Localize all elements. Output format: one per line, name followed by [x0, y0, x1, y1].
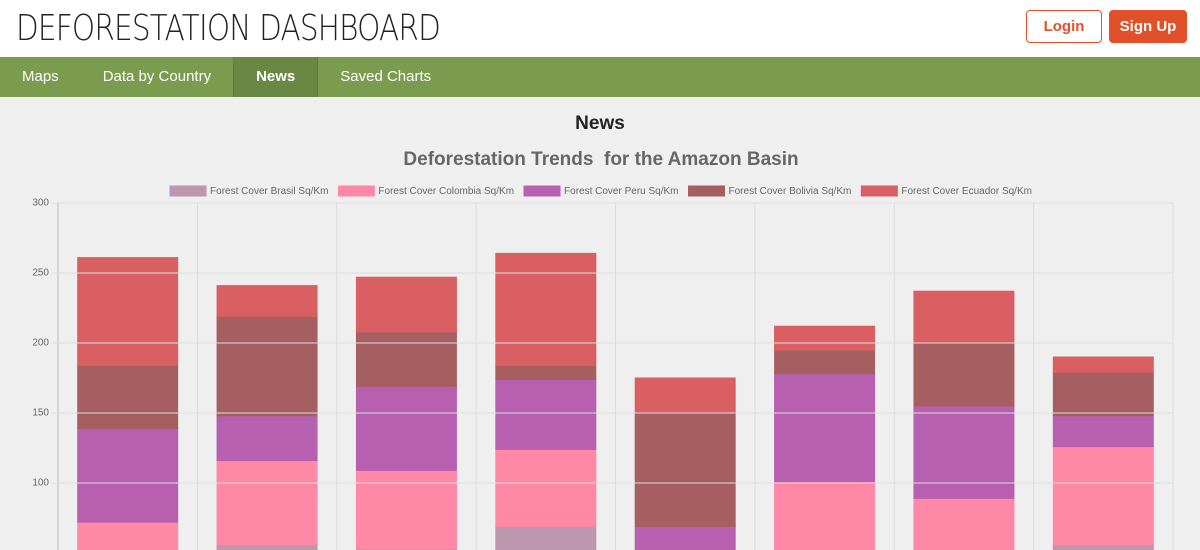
- bar-segment: [774, 325, 876, 351]
- legend-label: Forest Cover Brasil Sq/Km: [210, 186, 328, 197]
- nav-item[interactable]: Data by Country: [102, 68, 212, 85]
- y-tick-label: 250: [32, 268, 49, 279]
- y-tick-label: 100: [32, 478, 49, 489]
- bar-segment: [774, 481, 876, 550]
- legend-swatch: [688, 185, 726, 197]
- y-tick-label: 300: [32, 198, 49, 209]
- bar-segment: [774, 373, 876, 483]
- bar-segment: [1052, 544, 1154, 550]
- y-tick-label: 150: [32, 408, 49, 419]
- header: DEFORESTATION DASHBOARD Login Sign Up: [0, 0, 1200, 57]
- bar-segment: [216, 460, 318, 546]
- bar-segment: [495, 525, 597, 550]
- bar-segment: [1052, 356, 1154, 373]
- bar-segment: [77, 521, 179, 550]
- page-heading: News: [575, 113, 625, 134]
- nav-item[interactable]: Maps: [22, 68, 59, 85]
- bar-segment: [216, 285, 318, 317]
- bar-segment: [355, 276, 457, 333]
- bar-segment: [216, 415, 318, 462]
- bar-segment: [77, 257, 179, 366]
- bar-segment: [634, 377, 736, 414]
- bar-segment: [77, 364, 179, 429]
- bar-segment: [495, 364, 597, 380]
- bar-segment: [913, 290, 1015, 344]
- site-title: DEFORESTATION DASHBOARD: [16, 8, 441, 49]
- bar-segment: [1052, 371, 1154, 417]
- bar-segment: [495, 252, 597, 366]
- login-button[interactable]: Login: [1026, 10, 1102, 43]
- nav-item[interactable]: News: [233, 57, 319, 97]
- bar-segment: [495, 448, 597, 527]
- bar-segment: [1052, 446, 1154, 546]
- chart-title: Deforestation Trends for the Amazon Basi…: [403, 149, 798, 170]
- bar-segment: [634, 412, 736, 527]
- bar-segment: [913, 497, 1015, 550]
- bar-segment: [913, 405, 1015, 499]
- bar-segment: [1052, 415, 1154, 448]
- nav-item[interactable]: Saved Charts: [340, 68, 432, 85]
- legend: Forest Cover Brasil Sq/Km Forest Cover Co…: [169, 185, 1032, 197]
- bar-segment: [355, 331, 457, 387]
- legend-swatch: [523, 185, 561, 197]
- bar-segment: [355, 469, 457, 550]
- legend-label: Forest Cover Colombia Sq/Km: [378, 186, 514, 197]
- bar-segment: [216, 315, 318, 417]
- y-tick-label: 200: [32, 338, 49, 349]
- legend-swatch: [169, 185, 207, 197]
- bar-segment: [774, 349, 876, 375]
- bar-segment: [913, 342, 1015, 407]
- legend-label: Forest Cover Peru Sq/Km: [564, 186, 678, 197]
- bar-segment: [495, 378, 597, 450]
- chart: Deforestation Trends for the Amazon Basi…: [32, 149, 1174, 550]
- bar-segment: [216, 544, 318, 550]
- bar-segment: [355, 385, 457, 471]
- bar-segment: [77, 427, 179, 523]
- legend-swatch: [860, 185, 898, 197]
- signup-button[interactable]: Sign Up: [1109, 10, 1187, 43]
- legend-swatch: [337, 185, 375, 197]
- nav-bar: Maps Data by Country News Saved Charts: [0, 57, 1200, 97]
- legend-label: Forest Cover Bolivia Sq/Km: [729, 186, 852, 197]
- bar-segment: [634, 525, 736, 550]
- legend-label: Forest Cover Ecuador Sq/Km: [901, 186, 1032, 197]
